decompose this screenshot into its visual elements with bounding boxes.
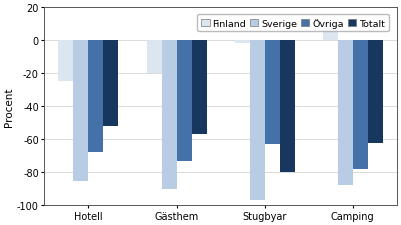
Y-axis label: Procent: Procent <box>4 87 14 126</box>
Bar <box>353 41 368 169</box>
Bar <box>73 41 89 181</box>
Bar <box>279 41 295 173</box>
Bar <box>176 41 192 161</box>
Bar <box>338 41 353 186</box>
Bar <box>89 41 103 153</box>
Bar <box>192 41 207 135</box>
Bar <box>147 41 162 74</box>
Bar <box>265 41 279 144</box>
Bar <box>323 25 338 41</box>
Bar <box>59 41 73 82</box>
Bar <box>235 41 250 44</box>
Bar <box>103 41 118 126</box>
Legend: Finland, Sverige, Övriga, Totalt: Finland, Sverige, Övriga, Totalt <box>197 15 389 32</box>
Bar <box>368 41 383 143</box>
Bar <box>162 41 176 189</box>
Bar <box>250 41 265 200</box>
